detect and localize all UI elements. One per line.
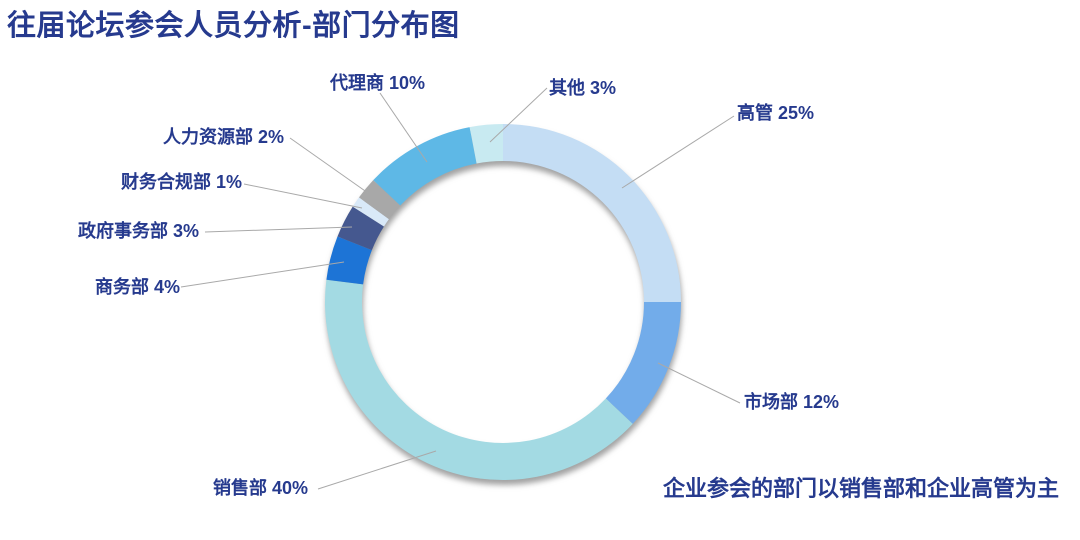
leader-line-agents xyxy=(379,92,428,163)
donut-segment-财务合规部 xyxy=(352,197,389,227)
leader-lines xyxy=(180,87,741,490)
donut-segment-高管 xyxy=(503,124,681,302)
leader-line-marketing xyxy=(657,362,741,404)
label-executives: 高管 25% xyxy=(737,103,815,123)
leader-line-hr xyxy=(289,137,369,194)
summary-note: 企业参会的部门以销售部和企业高管为主 xyxy=(663,476,1060,501)
donut-segments xyxy=(324,124,681,481)
page-title: 往届论坛参会人员分析-部门分布图 xyxy=(7,10,460,42)
leader-line-finance-compliance xyxy=(243,183,363,209)
donut-segment-政府事务部 xyxy=(337,206,384,251)
leader-line-others xyxy=(489,87,548,143)
leader-line-business xyxy=(180,261,345,288)
label-agents: 代理商 10% xyxy=(330,73,426,93)
label-sales: 销售部 40% xyxy=(213,478,309,498)
leader-line-sales xyxy=(317,450,437,490)
donut-segment-其他 xyxy=(469,124,503,164)
leader-line-government-affairs xyxy=(204,226,353,233)
label-finance-compliance: 财务合规部 1% xyxy=(121,172,243,192)
donut-segment-销售部 xyxy=(324,279,633,481)
label-others: 其他 3% xyxy=(549,78,617,98)
donut-segment-代理商 xyxy=(373,127,477,206)
label-marketing: 市场部 12% xyxy=(744,392,840,412)
label-business: 商务部 4% xyxy=(95,277,181,297)
label-government-affairs: 政府事务部 3% xyxy=(78,221,200,241)
donut-segment-商务部 xyxy=(326,236,372,285)
donut-segment-人力资源部 xyxy=(358,180,401,220)
leader-line-executives xyxy=(621,115,735,189)
donut-segment-市场部 xyxy=(605,302,681,424)
label-hr: 人力资源部 2% xyxy=(163,127,285,147)
